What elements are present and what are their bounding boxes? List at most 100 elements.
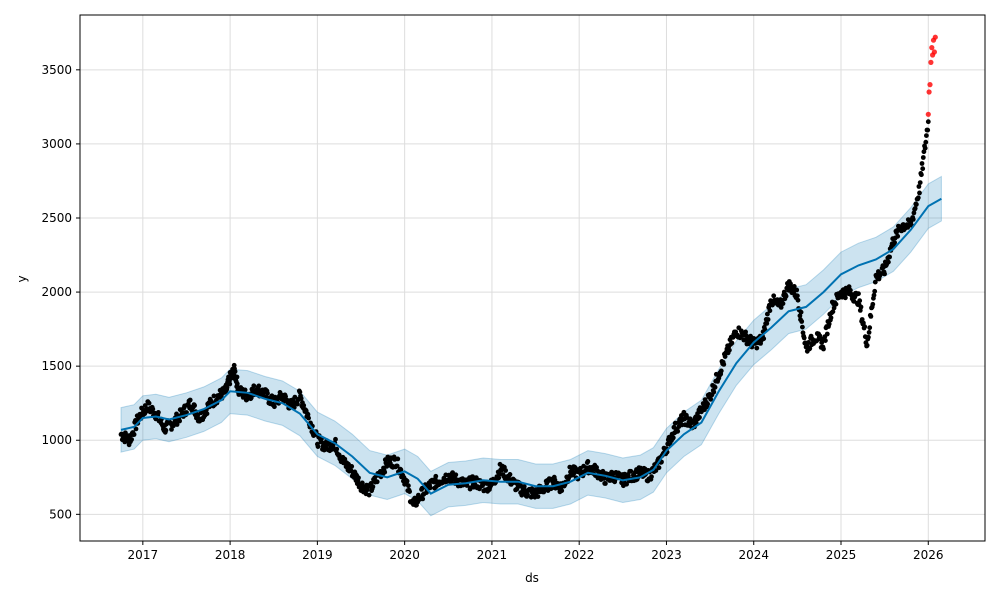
observed-point <box>298 396 304 401</box>
observed-point <box>794 287 800 293</box>
observed-point <box>251 383 257 389</box>
x-tick-label: 2024 <box>738 548 769 562</box>
observed-point <box>925 119 931 125</box>
observed-point <box>433 473 439 479</box>
x-tick-label: 2023 <box>651 548 682 562</box>
observed-point <box>256 383 262 389</box>
observed-point <box>861 320 866 326</box>
y-tick-label: 500 <box>49 507 72 521</box>
observed-point <box>920 155 926 160</box>
observed-point <box>242 387 248 393</box>
observed-point <box>306 415 311 421</box>
observed-point <box>722 354 728 359</box>
observed-point <box>712 384 718 390</box>
x-tick-label: 2017 <box>128 548 159 562</box>
observed-point <box>265 390 270 396</box>
observed-point <box>922 145 928 151</box>
observed-point <box>204 411 210 417</box>
observed-point <box>295 401 300 407</box>
observed-point <box>857 298 863 304</box>
anomaly-point <box>932 34 938 40</box>
observed-point <box>585 459 591 464</box>
observed-point <box>924 133 929 139</box>
observed-point <box>697 415 702 420</box>
observed-point <box>211 393 217 399</box>
observed-point <box>843 295 848 301</box>
observed-point <box>349 464 355 469</box>
observed-point <box>868 314 874 319</box>
y-axis-label: y <box>15 275 29 282</box>
observed-point <box>872 288 878 294</box>
observed-point <box>800 324 805 330</box>
x-tick-label: 2025 <box>826 548 857 562</box>
observed-point <box>150 406 156 412</box>
observed-point <box>169 427 174 432</box>
observed-point <box>232 369 238 374</box>
y-tick-label: 1500 <box>41 359 72 373</box>
observed-point <box>370 484 376 490</box>
y-tick-label: 2000 <box>41 285 72 299</box>
observed-point <box>864 343 870 348</box>
anomaly-point <box>929 45 935 51</box>
x-axis-ticks: 2017 2018 2019 2020 2021 2022 2023 2024 2025 2026 <box>128 541 944 562</box>
plot-frame <box>79 14 986 542</box>
observed-point <box>626 473 631 479</box>
observed-point <box>464 483 470 488</box>
observed-point <box>916 184 922 189</box>
observed-point <box>359 480 365 486</box>
observed-point <box>761 336 767 342</box>
observed-point <box>767 308 773 314</box>
observed-point <box>420 496 426 502</box>
observed-point <box>670 435 676 441</box>
observed-point <box>872 279 878 285</box>
observed-point <box>305 412 311 417</box>
observed-point <box>366 492 372 498</box>
observed-point <box>795 293 800 299</box>
observed-point <box>292 394 298 400</box>
observed-point <box>754 345 760 351</box>
observed-point <box>914 202 919 207</box>
uncertainty-interval-band <box>120 175 942 517</box>
observed-points <box>118 119 931 508</box>
observed-point <box>628 468 634 474</box>
observed-point <box>721 362 727 367</box>
observed-point <box>910 217 916 222</box>
anomaly-point <box>926 89 932 95</box>
observed-point <box>559 488 565 494</box>
observed-point <box>831 305 837 311</box>
observed-point <box>541 489 547 495</box>
observed-point <box>227 381 233 387</box>
forecast-line <box>120 197 942 495</box>
observed-point <box>923 139 929 145</box>
observed-point <box>649 474 654 480</box>
observed-point <box>830 309 836 315</box>
observed-point <box>187 397 193 403</box>
anomaly-point <box>927 82 933 88</box>
observed-point <box>427 485 433 491</box>
observed-point <box>356 475 361 481</box>
observed-point <box>708 396 714 402</box>
observed-point <box>727 347 732 353</box>
observed-point <box>398 467 404 473</box>
anomaly-points <box>925 34 938 117</box>
observed-point <box>925 127 931 133</box>
observed-point <box>886 259 891 265</box>
observed-point <box>920 166 926 172</box>
observed-point <box>895 233 901 239</box>
observed-point <box>525 492 530 497</box>
observed-point <box>821 346 826 352</box>
x-tick-label: 2020 <box>389 548 420 562</box>
observed-point <box>824 331 830 337</box>
observed-point <box>780 301 786 306</box>
observed-point <box>919 161 925 166</box>
observed-point <box>129 437 135 442</box>
grid <box>80 15 985 541</box>
observed-point <box>656 465 662 471</box>
observed-point <box>892 240 897 246</box>
anomaly-point <box>931 49 938 55</box>
observed-point <box>404 478 410 484</box>
observed-point <box>862 324 868 330</box>
observed-point <box>131 432 137 437</box>
observed-point <box>882 271 887 277</box>
x-tick-label: 2018 <box>215 548 246 562</box>
